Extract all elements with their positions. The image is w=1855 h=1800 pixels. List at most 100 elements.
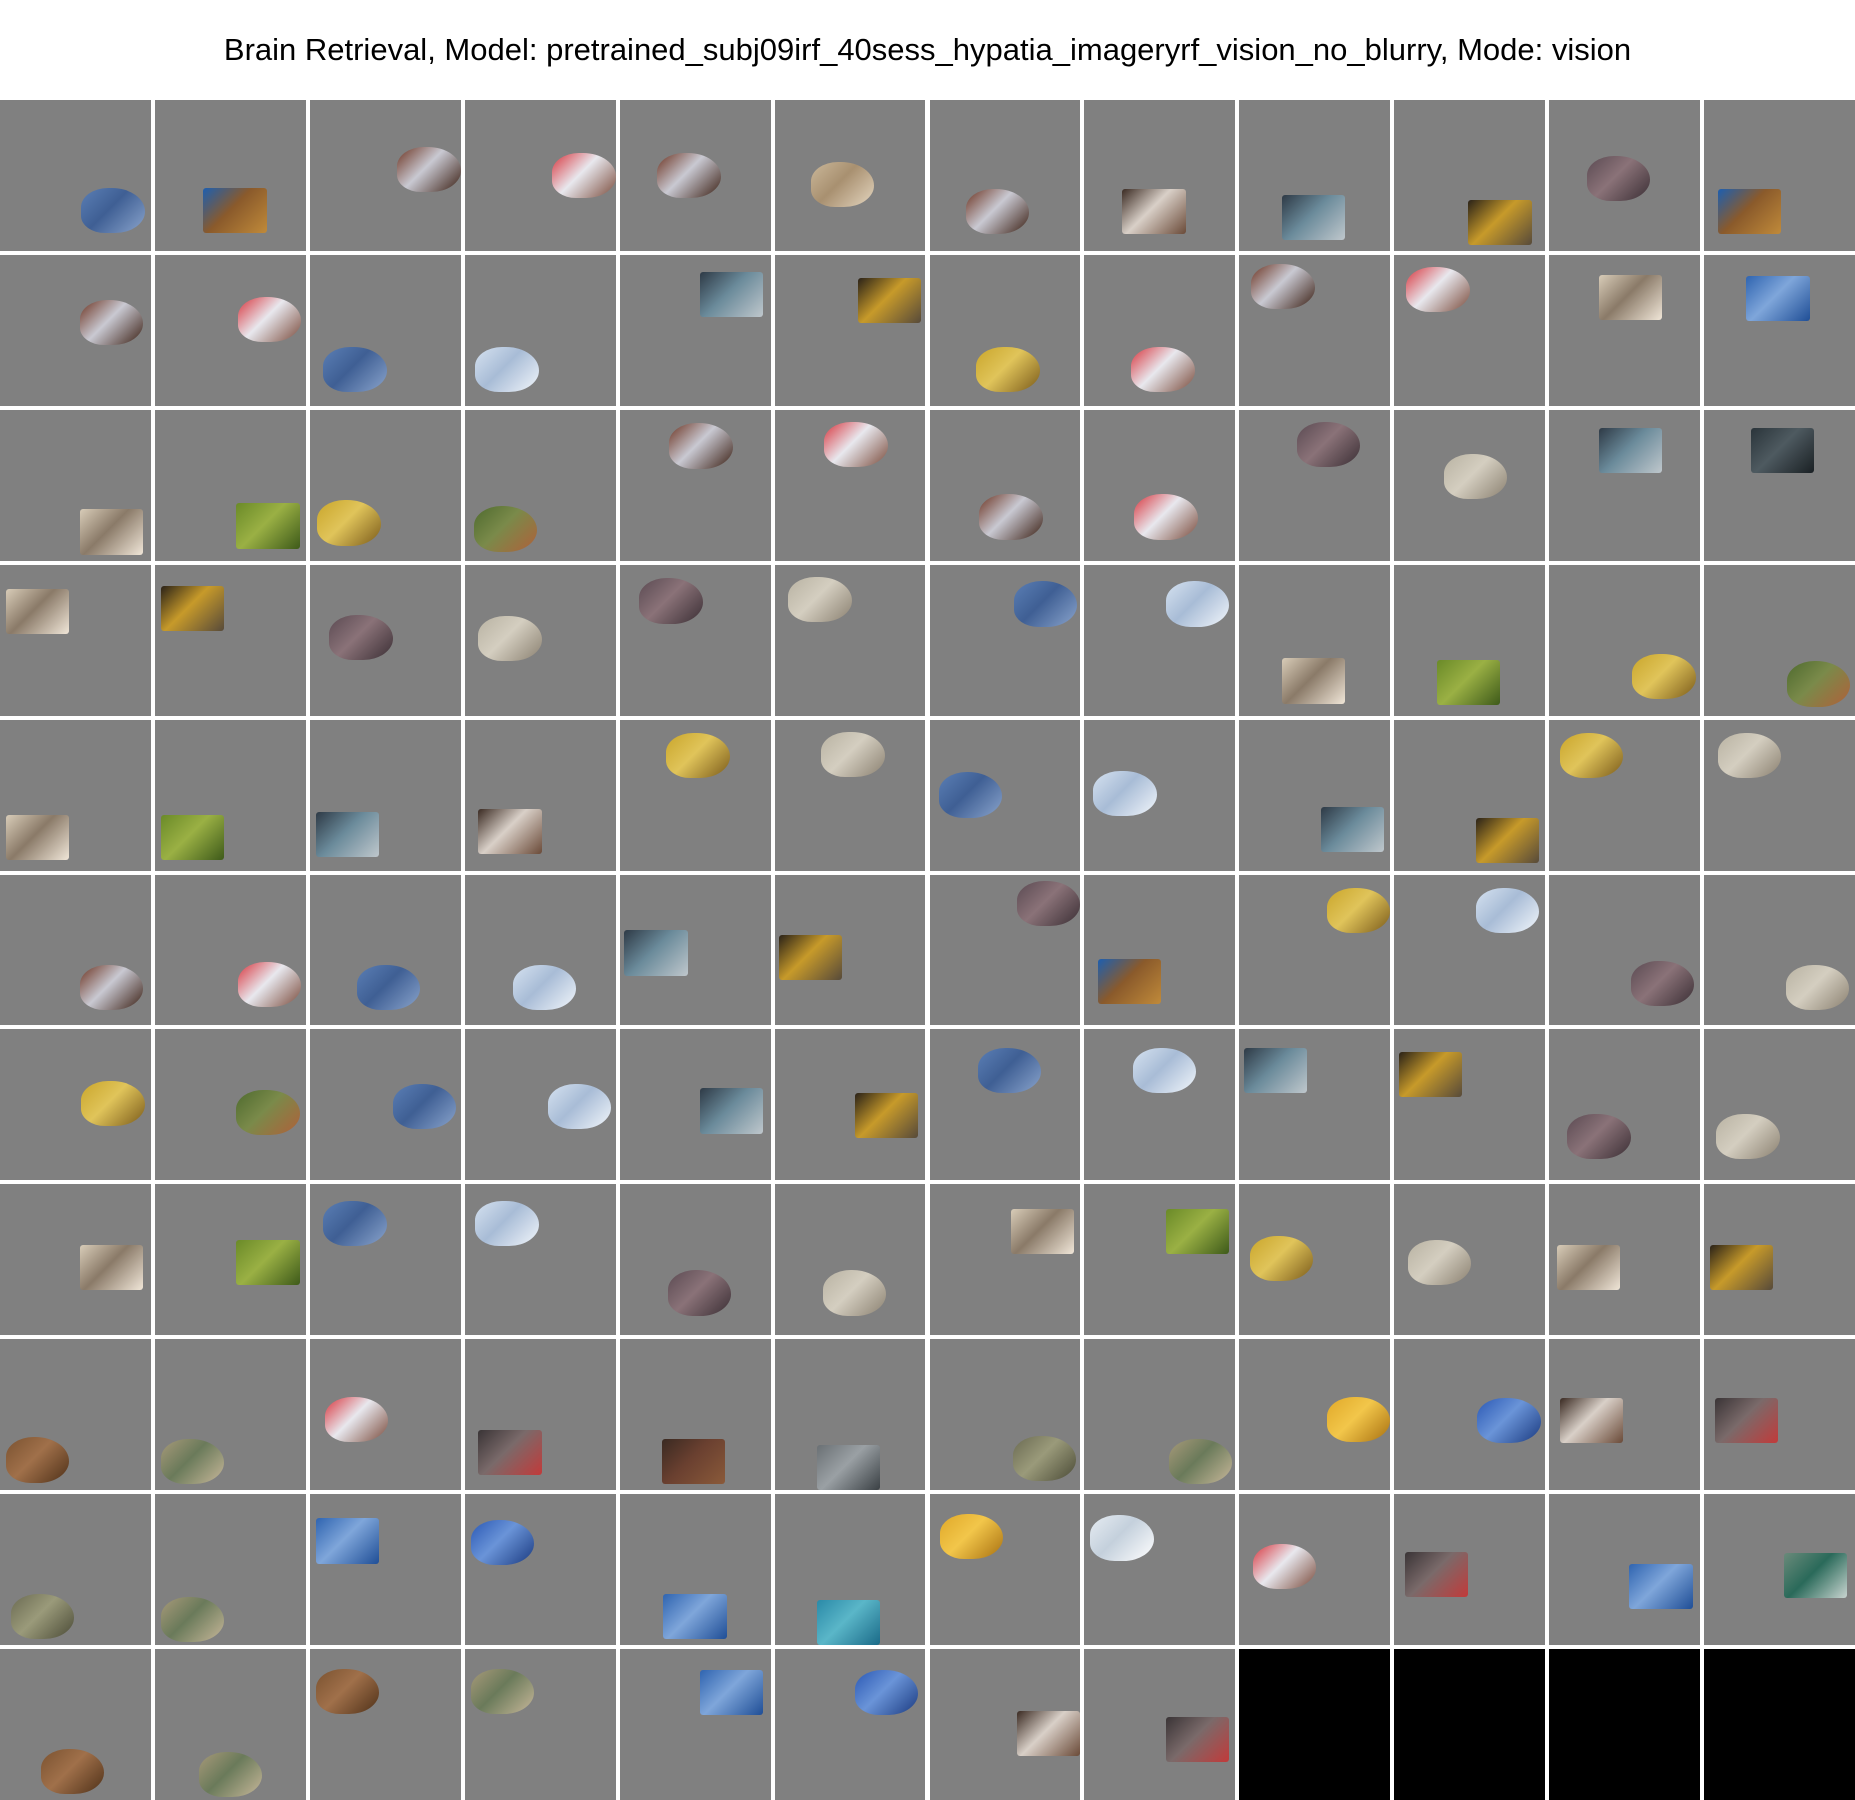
thumbnail-redshirt [824,421,888,468]
thumbnail-redshirt [1134,494,1198,540]
thumbnail-post [1567,1113,1631,1160]
thumbnail-crowd [624,930,688,976]
thumbnail-scroll [6,814,70,860]
retrieval-cell [0,409,151,561]
retrieval-cell [1084,1339,1236,1491]
retrieval-cell [774,1184,926,1336]
thumbnail-clouds [1165,581,1230,627]
retrieval-cell [1549,874,1701,1026]
thumbnail-stick [788,576,852,623]
retrieval-cell [1084,1184,1236,1336]
thumbnail-leaves [1326,888,1391,934]
retrieval-cell [1084,409,1236,561]
retrieval-cell [464,719,616,871]
retrieval-cell [154,100,306,251]
retrieval-cell [1549,1029,1701,1181]
thumbnail-walrus [6,1437,70,1483]
retrieval-cell [1084,1494,1236,1646]
retrieval-cell [0,1339,151,1491]
thumbnail-turtle [236,1089,300,1136]
thumbnail-redshirt [552,152,616,199]
thumbnail-crowd [699,1088,764,1134]
retrieval-cell [154,1029,306,1181]
retrieval-cell [1239,100,1391,251]
retrieval-cell [154,564,306,716]
retrieval-cell [619,409,771,561]
thumbnail-chips [940,1513,1004,1560]
thumbnail-scroll [79,1244,144,1290]
thumbnail-leaves [976,346,1040,393]
retrieval-cell [774,1339,926,1491]
retrieval-cell [1394,100,1546,251]
thumbnail-roof [661,1438,726,1485]
retrieval-cell [929,719,1081,871]
thumbnail-crowd [1598,427,1663,474]
thumbnail-snake [160,1438,225,1485]
thumbnail-clouds [475,346,539,393]
retrieval-cell [1394,1029,1546,1181]
retrieval-cell [309,874,461,1026]
retrieval-cell [619,1339,771,1491]
thumbnail-leaves [1249,1235,1314,1281]
thumbnail-clouds [475,1200,539,1247]
retrieval-cell [1549,254,1701,406]
retrieval-cell [1084,254,1236,406]
retrieval-cell [154,1339,306,1491]
retrieval-cell [929,409,1081,561]
retrieval-cell [309,254,461,406]
retrieval-cell [929,1339,1081,1491]
thumbnail-scroll [1010,1208,1075,1254]
thumbnail-chips [1326,1396,1391,1442]
thumbnail-redshirt [324,1396,389,1442]
retrieval-cell [1549,1339,1701,1491]
thumbnail-reef [1097,959,1162,1005]
thumbnail-coral [938,772,1002,818]
retrieval-cell [309,409,461,561]
retrieval-cell [929,254,1081,406]
thumbnail-reef [203,187,267,233]
retrieval-cell [1239,564,1391,716]
thumbnail-clouds [1093,770,1157,817]
retrieval-cell [929,1649,1081,1800]
page-title: Brain Retrieval, Model: pretrained_subj0… [223,32,1632,67]
thumbnail-sky [663,1593,727,1640]
retrieval-cell [1704,564,1855,716]
retrieval-cell [774,719,926,871]
thumbnail-stick [1785,965,1849,1011]
retrieval-cell [0,1184,151,1336]
thumbnail-grass [1165,1208,1230,1254]
thumbnail-post [329,614,393,660]
thumbnail-post [667,1270,732,1316]
retrieval-cell [464,100,616,251]
empty-cell [1549,1649,1701,1800]
thumbnail-stick [821,731,885,777]
thumbnail-sky [315,1518,380,1564]
retrieval-cell [774,564,926,716]
thumbnail-coral [977,1047,1042,1093]
thumbnail-post [639,578,703,624]
retrieval-cell [0,1029,151,1181]
retrieval-cell [774,1649,926,1800]
retrieval-cell [464,1029,616,1181]
thumbnail-scroll [1281,658,1345,704]
thumbnail-group [1714,1398,1779,1444]
thumbnail-grass [160,814,225,860]
retrieval-cell [1394,409,1546,561]
retrieval-cell [1549,100,1701,251]
retrieval-cell [0,874,151,1026]
retrieval-cell [1084,564,1236,716]
thumbnail-stones [810,161,875,208]
thumbnail-people [1122,189,1186,235]
thumbnail-people [1017,1710,1081,1757]
retrieval-cell [1704,874,1855,1026]
retrieval-cell [619,254,771,406]
retrieval-cell [929,1029,1081,1181]
thumbnail-stick [1717,733,1782,779]
retrieval-cell [1704,1339,1855,1491]
thumbnail-crowdyellow [854,1092,918,1139]
thumbnail-snake [160,1596,225,1643]
retrieval-cell [929,1494,1081,1646]
thumbnail-crowd [315,811,380,857]
retrieval-cell [309,1339,461,1491]
retrieval-cell [929,100,1081,251]
